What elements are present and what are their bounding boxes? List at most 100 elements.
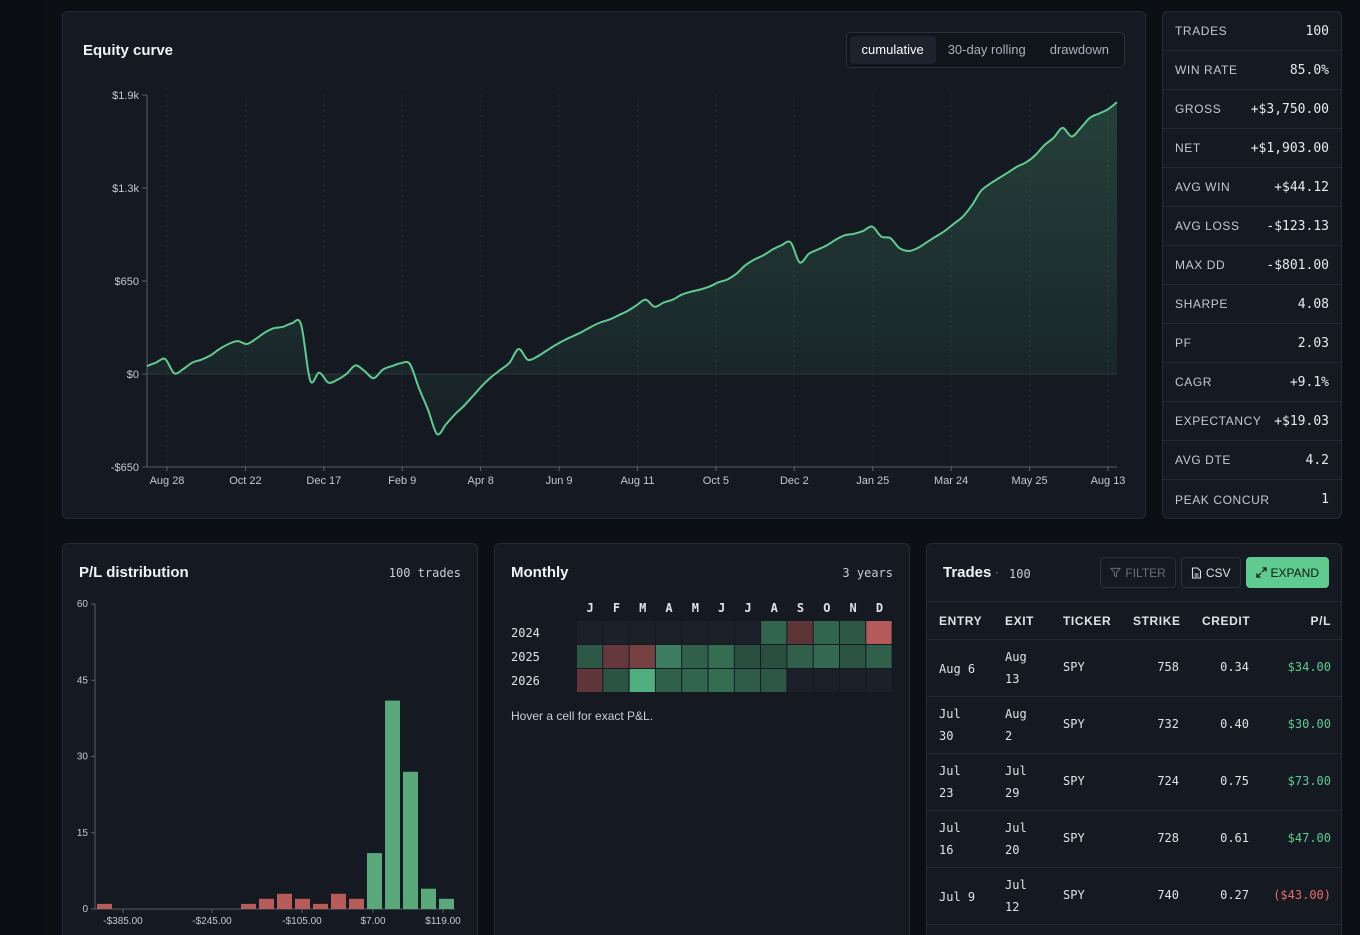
heatmap-cell[interactable] [866,669,892,692]
heatmap-cell[interactable] [734,621,761,644]
strike-cell: 740 [1157,888,1179,902]
entry-date-part: Jul [939,707,961,721]
filter-button[interactable]: FILTER [1100,557,1176,588]
column-header-ticker[interactable]: TICKER [1063,614,1112,628]
heatmap-cell[interactable] [682,621,708,644]
credit-cell: 0.61 [1220,831,1249,845]
heatmap-cell[interactable] [866,621,892,644]
histogram-bar[interactable] [385,700,400,909]
month-label: N [850,601,857,615]
tab-drawdown[interactable]: drawdown [1049,42,1109,57]
heatmap-cell[interactable] [655,645,682,668]
heatmap-cell[interactable] [734,645,761,668]
x-tick-label: -$245.00 [192,916,232,927]
file-icon [1191,566,1201,579]
heatmap-cell[interactable] [577,645,603,668]
heatmap-cell[interactable] [708,669,734,692]
heatmap-cell[interactable] [603,621,629,644]
equity-chart[interactable]: Aug 28 Oct 22 Dec 17 Feb 9 Apr 8 Jun 9 Aug 11 O… [63,82,1146,502]
heatmap-cell[interactable] [603,645,629,668]
exit-date-part: Aug [1005,707,1027,721]
csv-button[interactable]: CSV [1180,557,1241,588]
histogram-bar[interactable] [97,903,112,909]
heatmap-cell[interactable] [682,645,708,668]
x-tick-label: Aug 28 [150,475,185,487]
strike-cell: 728 [1157,831,1179,845]
heatmap-cell[interactable] [708,645,734,668]
stat-row-avg-loss: AVG LOSS -$123.13 [1163,207,1341,246]
exit-date-part: 20 [1005,843,1020,857]
heatmap-cell[interactable] [787,645,813,668]
expand-icon [1255,567,1267,578]
heatmap-cell[interactable] [603,669,629,692]
equity-area [147,102,1117,435]
trades-separator: · [995,565,999,579]
heatmap-cell[interactable] [734,669,761,692]
heatmap-cell[interactable] [682,669,708,692]
column-header-exit[interactable]: EXIT [1005,614,1035,628]
heatmap-cell[interactable] [655,621,682,644]
x-tick-label: $119.00 [425,916,461,927]
histogram-bar[interactable] [349,898,364,909]
table-row[interactable]: Aug 6 Aug 13 SPY 758 0.34 $34.00 [927,640,1341,697]
heatmap-cell[interactable] [629,645,655,668]
stat-value: +$19.03 [1274,413,1329,429]
heatmap-cell[interactable] [629,669,655,692]
expand-button[interactable]: EXPAND [1245,557,1329,588]
heatmap-cell[interactable] [866,645,892,668]
stat-value: 100 [1305,23,1329,39]
heatmap-cell[interactable] [761,645,787,668]
monthly-heatmap[interactable]: J F M A M J J A S O N D 2024 2025 2026 [495,594,910,704]
column-header-strike[interactable]: STRIKE [1133,614,1181,628]
heatmap-cell[interactable] [577,621,603,644]
heatmap-cell[interactable] [787,621,813,644]
heatmap-cell[interactable] [840,621,866,644]
tab-cumulative[interactable]: cumulative [849,36,936,64]
histogram-bar[interactable] [367,853,382,909]
stat-label: TRADES [1175,24,1228,38]
y-tick-label: $1.9k [112,90,139,102]
heatmap-cell[interactable] [655,669,682,692]
heatmap-cell[interactable] [813,621,839,644]
equity-curve-panel: Equity curve cumulative 30-day rolling d… [62,11,1146,519]
histogram-bar[interactable] [259,898,274,909]
column-header-credit[interactable]: CREDIT [1202,614,1251,628]
heatmap-cell[interactable] [787,669,813,692]
histogram-bar[interactable] [277,893,292,910]
table-row[interactable]: Jul 23 Jul 29 SPY 724 0.75 $73.00 [927,754,1341,811]
heatmap-cell[interactable] [761,621,787,644]
heatmap-cell[interactable] [840,669,866,692]
table-row[interactable]: Jul 30 Aug 2 SPY 732 0.40 $30.00 [927,697,1341,754]
tab-30-day-rolling[interactable]: 30-day rolling [947,42,1026,57]
heatmap-cell[interactable] [577,669,603,692]
histogram-bar[interactable] [439,898,454,909]
stat-label: MAX DD [1175,258,1226,272]
monthly-panel: Monthly 3 years J F M A M J J A S O N D 2024 2025 2026… [494,543,910,935]
table-row[interactable]: Jul 16 Jul 20 SPY 728 0.61 $47.00 [927,811,1341,868]
histogram-bar[interactable] [421,888,436,909]
histogram-bar[interactable] [331,893,346,910]
histogram-bar[interactable] [241,903,256,909]
histogram-bar[interactable] [403,771,418,910]
heatmap-cell[interactable] [708,621,734,644]
column-header-p-l[interactable]: P/L [1310,614,1331,628]
exit-date-part: 12 [1005,900,1020,914]
month-label: M [639,601,646,615]
exit-cell: Jul 29 [1005,760,1055,804]
histogram-bar[interactable] [295,898,310,909]
pl-cell: $73.00 [1287,774,1331,788]
pl-distribution-chart[interactable]: 0 15 30 45 60 -$385.00 -$245.00 -$105.00 $7.00 $1… [63,594,478,934]
stat-row-sharpe: SHARPE 4.08 [1163,285,1341,324]
histogram-bar[interactable] [313,903,328,909]
ticker-cell: SPY [1063,831,1085,845]
heatmap-cell[interactable] [761,669,787,692]
year-label: 2024 [511,626,540,640]
stats-panel: TRADES 100 WIN RATE 85.0% GROSS +$3,750.00 NET… [1162,11,1342,519]
heatmap-cell[interactable] [629,621,655,644]
monthly-title: Monthly [511,564,569,581]
table-row[interactable]: Jul 9 Jul 12 SPY 740 0.27 ($43.00) [927,868,1341,925]
heatmap-cell[interactable] [840,645,866,668]
heatmap-cell[interactable] [813,645,839,668]
heatmap-cell[interactable] [813,669,839,692]
column-header-entry[interactable]: ENTRY [939,614,983,628]
